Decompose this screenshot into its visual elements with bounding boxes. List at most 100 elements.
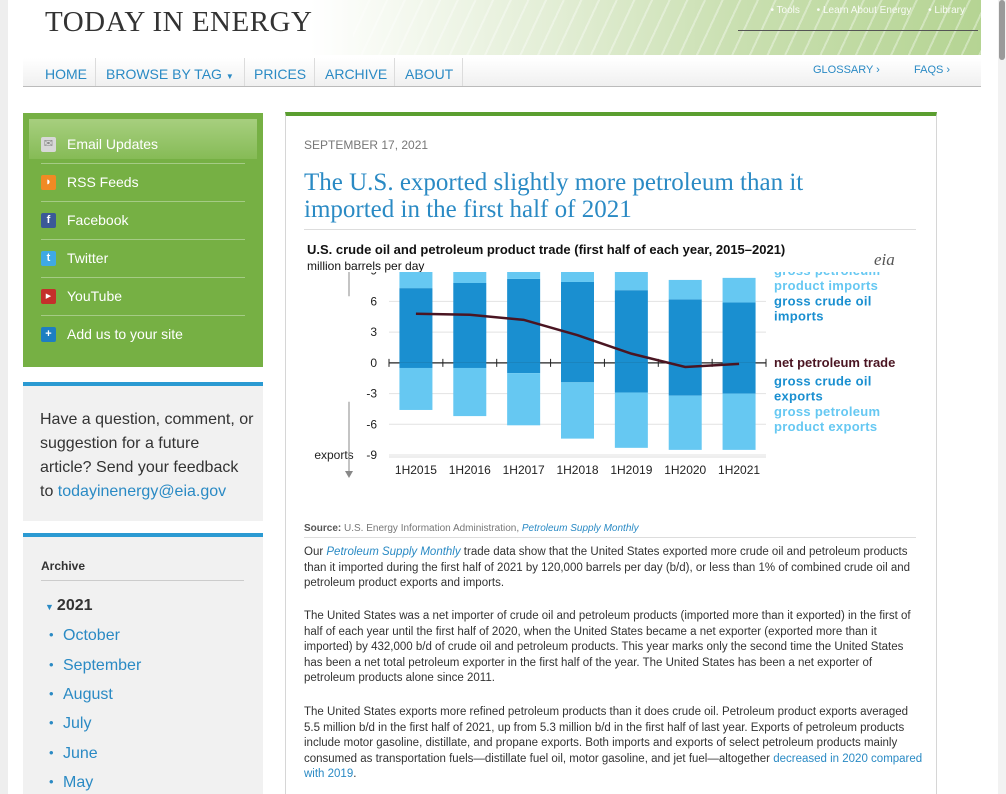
top-link-tools[interactable]: • Tools (770, 5, 800, 16)
bar-product-exports (507, 373, 541, 426)
chart-source: Source: U.S. Energy Information Administ… (304, 523, 639, 534)
x-tick-label: 1H2015 (395, 463, 437, 477)
y-tick-label: -3 (366, 387, 377, 401)
p1-text-end: trade data show that the United States e… (304, 546, 911, 589)
legend-crude-imports: gross crude oil imports (774, 294, 872, 324)
scrollbar-thumb[interactable] (999, 0, 1005, 60)
article-date: SEPTEMBER 17, 2021 (304, 138, 429, 152)
bar-crude-imports (722, 302, 756, 363)
nav-browse-by-tag[interactable]: BROWSE BY TAG ▼ (106, 66, 234, 82)
bar-crude-imports (453, 283, 487, 363)
plus-icon: + (41, 327, 56, 342)
header-rule (738, 30, 978, 31)
social-rss-feeds[interactable]: ◗ RSS Feeds (41, 163, 245, 202)
social-highlight (29, 119, 257, 159)
bar-crude-exports (507, 362, 541, 374)
archive-box: Archive ▼2021 October September August J… (23, 533, 263, 794)
top-link-library[interactable]: • Library (928, 5, 965, 16)
chart-title: U.S. crude oil and petroleum product tra… (307, 242, 786, 257)
social-label: Email Updates (67, 136, 159, 152)
nav-glossary[interactable]: GLOSSARY › (813, 64, 880, 76)
nav-separator (462, 58, 463, 86)
feedback-email-link[interactable]: todayinenergy@eia.gov (57, 483, 227, 500)
y-tick-label: 3 (370, 325, 377, 339)
nav-separator (95, 58, 96, 86)
archive-month-september[interactable]: September (49, 657, 141, 675)
nav-about[interactable]: ABOUT (405, 66, 454, 82)
x-tick-label: 1H2021 (718, 463, 760, 477)
site-title[interactable]: TODAY IN ENERGY (45, 6, 313, 38)
article-title: The U.S. exported slightly more petroleu… (304, 169, 804, 223)
net-trade-line (415, 312, 740, 369)
bar-product-imports (561, 272, 594, 282)
social-label: Facebook (67, 212, 129, 228)
article-paragraph-1: Our Petroleum Supply Monthly trade data … (304, 545, 924, 592)
social-label: RSS Feeds (67, 174, 139, 190)
decreased-2020-link[interactable]: decreased in 2020 compared with 2019 (304, 752, 923, 781)
y-tick-label: 9 (370, 272, 377, 278)
bar-product-exports (722, 393, 756, 450)
nav-archive[interactable]: ARCHIVE (325, 66, 388, 82)
vertical-scrollbar[interactable] (998, 0, 1006, 794)
facebook-icon: f (41, 213, 56, 228)
bar-crude-imports (399, 288, 433, 363)
header-banner-pattern (353, 0, 981, 55)
exports-arrowhead (345, 471, 353, 479)
legend-net-trade: net petroleum trade (774, 355, 895, 370)
rss-icon: ◗ (41, 175, 56, 190)
bar-product-exports (453, 367, 487, 417)
bar-product-imports (614, 272, 648, 291)
x-tick-label: 1H2016 (449, 463, 491, 477)
bar-product-imports (722, 277, 756, 303)
y-tick-label: -6 (366, 417, 377, 431)
archive-month-august[interactable]: August (49, 686, 113, 704)
bar-product-imports (668, 279, 702, 300)
title-divider (304, 229, 916, 230)
y-tick-label: 0 (370, 356, 377, 370)
archive-month-october[interactable]: October (49, 627, 120, 645)
nav-prices[interactable]: PRICES (254, 66, 307, 82)
social-label: Twitter (67, 250, 109, 266)
article-paragraph-3: The United States exports more refined p… (304, 705, 924, 783)
archive-month-june[interactable]: June (49, 745, 98, 763)
feedback-text: Have a question, comment, or suggestion … (40, 408, 255, 504)
source-link[interactable]: Petroleum Supply Monthly (521, 523, 639, 534)
x-tick-label: 1H2017 (503, 463, 545, 477)
exports-label: exports (314, 448, 353, 462)
archive-title: Archive (41, 559, 86, 573)
social-youtube[interactable]: ▶ YouTube (41, 277, 245, 316)
archive-year-2021[interactable]: ▼ 2021 (45, 597, 93, 615)
bar-crude-exports (722, 362, 756, 394)
archive-month-may[interactable]: May (49, 774, 93, 792)
top-link-learn[interactable]: • Learn About Energy (816, 5, 912, 16)
nav-faqs[interactable]: FAQS › (914, 64, 951, 76)
x-tick-label: 1H2019 (610, 463, 652, 477)
bar-crude-imports (614, 290, 648, 363)
bar-product-exports (399, 367, 433, 410)
article: SEPTEMBER 17, 2021 The U.S. exported sli… (285, 112, 937, 794)
youtube-icon: ▶ (41, 289, 56, 304)
nav-home[interactable]: HOME (45, 66, 87, 82)
social-email-updates[interactable]: ✉ Email Updates (41, 125, 245, 164)
bar-crude-imports (668, 299, 702, 363)
main-nav: HOME BROWSE BY TAG ▼ PRICES ARCHIVE ABOU… (23, 58, 981, 87)
nav-separator (394, 58, 395, 86)
dropdown-caret-icon: ▼ (225, 72, 234, 81)
archive-month-july[interactable]: July (49, 715, 92, 733)
p3-text-end: . (353, 768, 357, 780)
social-add-to-site[interactable]: + Add us to your site (41, 315, 245, 353)
nav-separator (314, 58, 315, 86)
legend-product-exports: gross petroleum product exports (774, 404, 880, 434)
chevron-down-icon: ▼ (45, 602, 54, 612)
eia-logo: eia (874, 250, 895, 269)
social-twitter[interactable]: t Twitter (41, 239, 245, 278)
social-label: Add us to your site (67, 326, 183, 342)
psm-link[interactable]: Petroleum Supply Monthly (326, 546, 461, 558)
nav-browse-label: BROWSE BY TAG (106, 66, 222, 82)
bar-product-imports (399, 272, 433, 289)
chart-unit: million barrels per day (307, 259, 425, 273)
social-facebook[interactable]: f Facebook (41, 201, 245, 240)
bar-product-exports (668, 395, 702, 450)
social-label: YouTube (67, 288, 123, 304)
